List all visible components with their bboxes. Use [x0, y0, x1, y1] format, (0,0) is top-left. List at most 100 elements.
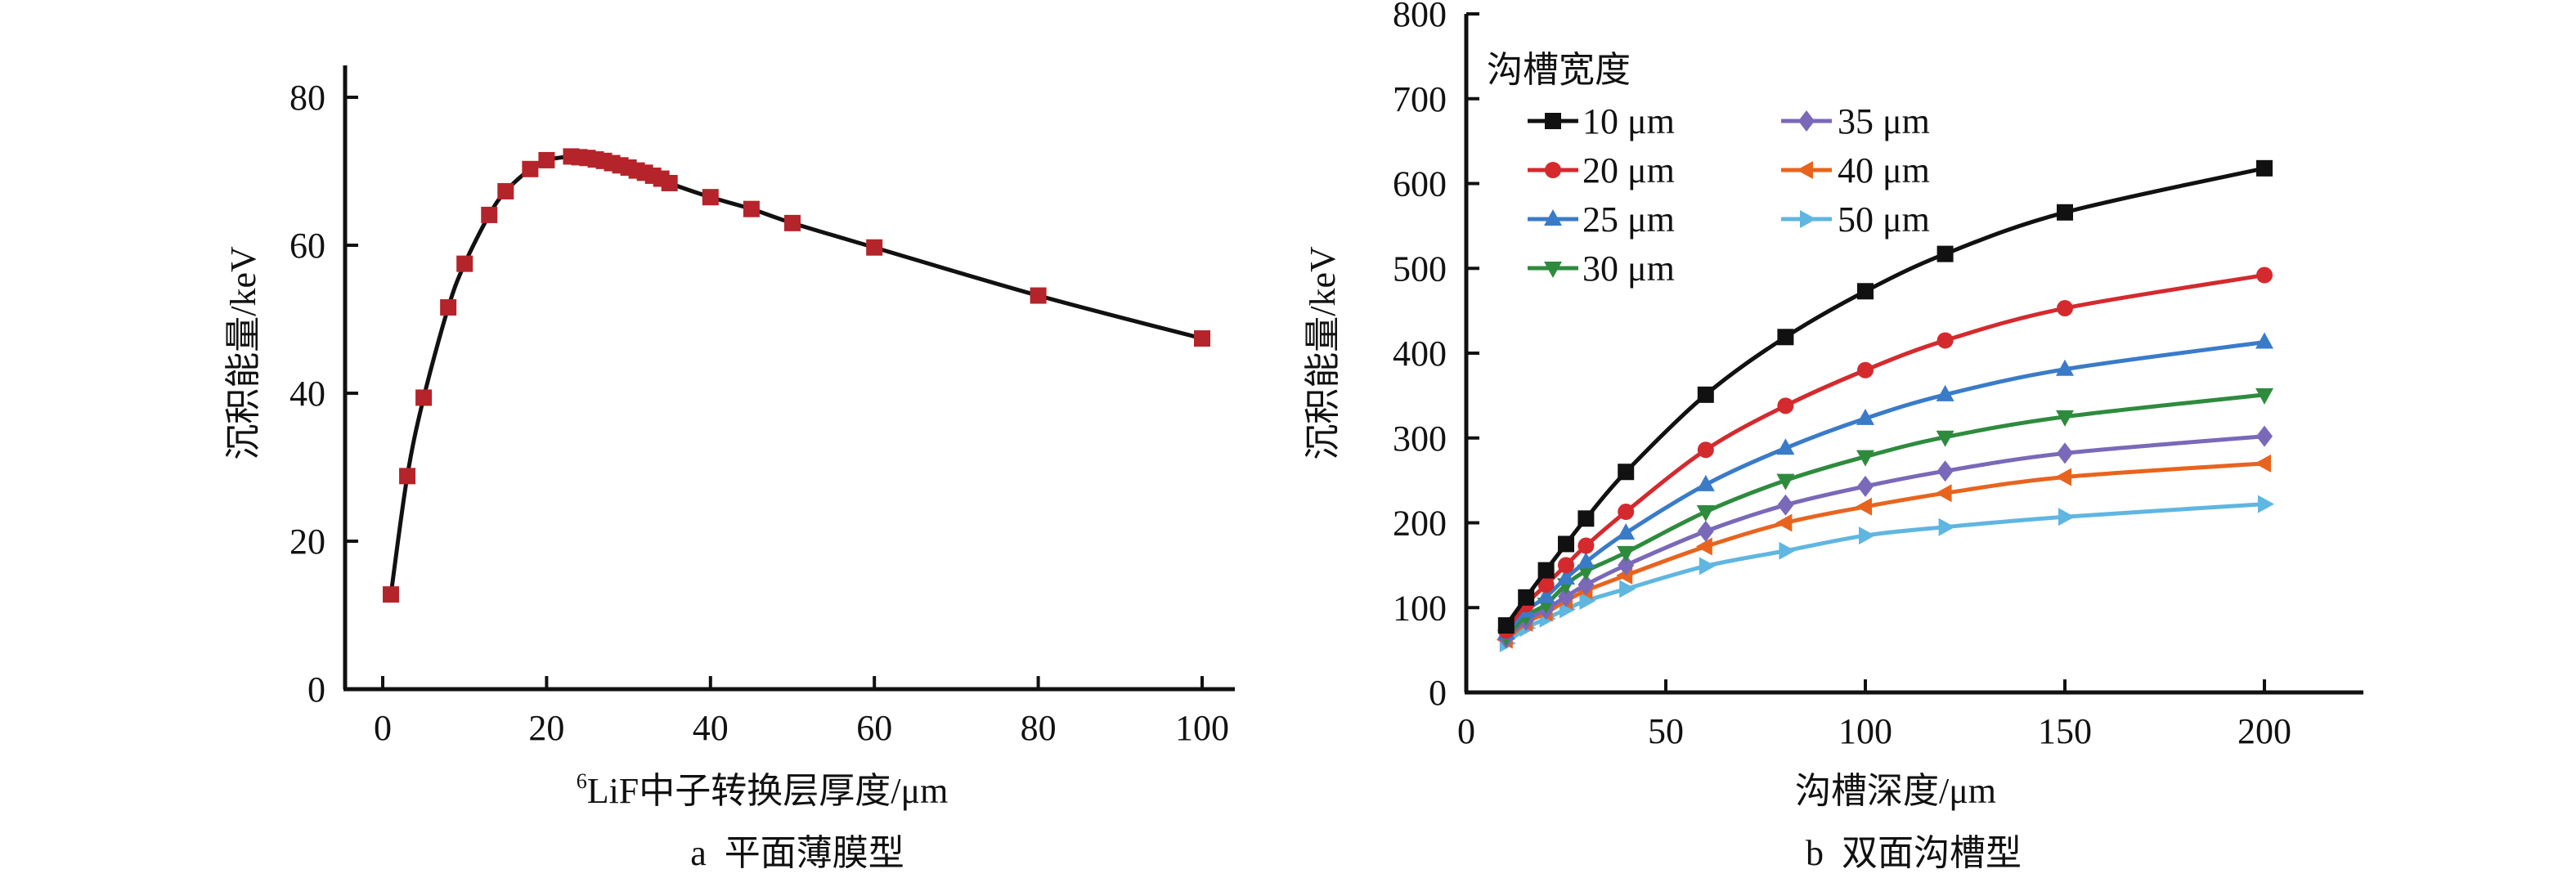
a-data-point [522, 160, 539, 177]
b-caption: b 双面沟槽型 [1806, 833, 2022, 873]
b-y-tick-label: 800 [1393, 0, 1447, 34]
b-x-tick-label: 200 [2237, 711, 2291, 751]
panel-a-plane-film-chart: 0 20 40 60 80 0 20 40 60 80 100 沉积能量/keV 6LiF中子转换… [223, 65, 1235, 873]
a-x-axis-title-text: LiF中子转换层厚度/μm [587, 771, 949, 811]
a-y-tick-label: 0 [307, 670, 325, 710]
a-series [383, 148, 1210, 603]
b-data-point [1697, 386, 1714, 403]
b-data-point [2058, 508, 2075, 526]
b-legend-item: 40 μm [1781, 150, 1930, 190]
b-x-axis-title: 沟槽深度/μm [1795, 771, 1996, 811]
b-data-point [1618, 464, 1635, 481]
b-x-tick-label: 50 [1648, 711, 1684, 751]
a-x-tick-label: 100 [1175, 708, 1229, 748]
a-caption: a 平面薄膜型 [690, 833, 904, 873]
a-data-point [456, 255, 473, 272]
a-data-point [415, 389, 433, 406]
b-axes [1464, 12, 2363, 695]
b-data-point [2057, 300, 2073, 317]
b-data-point [2258, 495, 2274, 513]
a-x-tick-label: 0 [374, 708, 392, 748]
b-data-point [2256, 267, 2273, 284]
b-legend-label: 50 μm [1838, 199, 1930, 240]
a-data-point [702, 189, 719, 206]
b-legend-title: 沟槽宽度 [1487, 50, 1631, 90]
b-data-point [2057, 442, 2073, 464]
b-data-point [1776, 473, 1795, 491]
b-data-point [1497, 617, 1515, 634]
b-data-point [1617, 522, 1636, 540]
b-data-point [1777, 329, 1794, 346]
b-data-point [1936, 332, 1954, 349]
a-y-tick-label: 80 [289, 78, 325, 118]
b-x-tick-label: 100 [1838, 711, 1892, 751]
b-legend-item: 25 μm [1528, 199, 1675, 240]
b-x-tick-labels: 0 50 100 150 200 [1457, 711, 2291, 751]
a-data-point [866, 239, 883, 256]
b-legend-label: 40 μm [1838, 150, 1930, 190]
a-data-point [481, 206, 498, 223]
b-legend-marker [1545, 113, 1561, 129]
a-data-point [784, 214, 801, 231]
a-y-tick-label: 60 [289, 226, 325, 266]
a-x-axis-title: 6LiF中子转换层厚度/μm [577, 769, 949, 811]
b-data-point [1618, 554, 1635, 576]
b-y-tick-label: 500 [1393, 249, 1447, 289]
b-data-point [2056, 359, 2074, 376]
b-data-point [1936, 430, 1954, 447]
a-x-tick-label: 40 [693, 708, 729, 748]
b-data-point [1577, 510, 1595, 527]
b-data-point [1696, 505, 1715, 522]
b-y-tick-labels: 0 100 200 300 400 500 600 700 800 [1393, 0, 1447, 713]
b-data-point [1779, 541, 1796, 560]
b-legend: 沟槽宽度 10 μm 20 μm 25 μm 30 μm 35 μm 40 μm 50 μm [1487, 50, 1930, 289]
b-legend-marker [1798, 110, 1815, 132]
b-series [1496, 159, 2274, 652]
a-y-axis-title: 沉积能量/keV [223, 246, 263, 460]
b-data-point [1936, 384, 1954, 401]
b-data-point [1617, 545, 1636, 562]
b-data-point [1537, 586, 1555, 603]
b-data-point [1856, 497, 1872, 516]
b-legend-label: 25 μm [1582, 199, 1675, 240]
a-data-point [661, 174, 678, 191]
b-series-10m [1497, 159, 2273, 634]
b-data-point [1776, 438, 1795, 455]
panel-b-double-sided-trench-chart: 0 100 200 300 400 500 600 700 800 0 50 100 150 200 沟… [1303, 0, 2363, 873]
b-legend-marker [1545, 162, 1561, 178]
b-data-point [2057, 204, 2073, 221]
a-x-tick-label: 20 [528, 708, 564, 748]
b-data-point [1777, 397, 1794, 414]
a-axes [343, 65, 1235, 692]
b-legend-marker [1797, 161, 1813, 179]
b-legend-label: 20 μm [1582, 150, 1675, 190]
a-data-point [1030, 287, 1047, 304]
b-data-point [1699, 557, 1716, 576]
b-data-point [1856, 450, 1874, 467]
b-data-point [1537, 562, 1555, 579]
b-data-point [2056, 410, 2074, 427]
b-data-point [2055, 468, 2071, 486]
b-data-point [1696, 474, 1715, 491]
b-series-30m [1497, 388, 2273, 647]
b-data-point [1938, 517, 1955, 536]
b-legend-item: 50 μm [1781, 199, 1930, 240]
b-data-point [1859, 526, 1875, 545]
b-data-point [2256, 159, 2273, 177]
b-data-point [1697, 520, 1714, 542]
b-legend-label: 10 μm [1582, 101, 1675, 141]
a-y-tick-label: 40 [289, 374, 325, 414]
b-data-point [1936, 245, 1954, 262]
b-y-tick-label: 400 [1393, 334, 1447, 374]
b-data-point [1618, 504, 1635, 521]
a-x-tick-label: 60 [856, 708, 892, 748]
b-data-point [1935, 484, 1952, 503]
b-y-tick-label: 300 [1393, 419, 1447, 459]
b-data-point [2255, 454, 2271, 473]
b-y-tick-label: 100 [1393, 588, 1447, 628]
a-x-tick-labels: 0 20 40 60 80 100 [374, 708, 1229, 748]
b-y-tick-label: 0 [1429, 673, 1447, 713]
b-legend-item: 10 μm [1528, 101, 1675, 141]
a-data-point [497, 182, 514, 199]
